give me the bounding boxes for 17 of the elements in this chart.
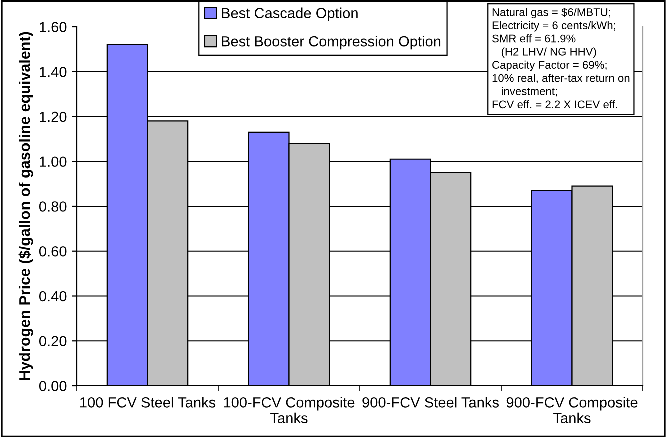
- x-tick-label: 900-FCV Steel Tanks: [362, 397, 499, 408]
- x-tick-label: 100-FCV Composite Tanks: [224, 397, 355, 424]
- y-tick-label: 0.40: [39, 291, 67, 302]
- x-tick-label: 100 FCV Steel Tanks: [80, 397, 216, 408]
- y-tick-label: 1.00: [40, 156, 67, 168]
- y-tick-label: 0.60: [39, 246, 67, 257]
- y-tick-label: 1.20: [40, 112, 67, 122]
- y-tick-label: 1.40: [40, 66, 67, 78]
- legend-label: Best Booster Compression Option: [222, 36, 441, 50]
- x-tick-label: 900-FCV Composite Tanks: [506, 397, 638, 424]
- y-tick-label: 0.00: [39, 381, 67, 392]
- y-axis-title: Hydrogen Price ($/gallon of gasoline equivalent): [18, 32, 34, 380]
- legend-label: Best Cascade Option: [222, 8, 358, 22]
- y-tick-label: 0.20: [39, 336, 67, 347]
- y-tick-label: 0.80: [39, 202, 67, 212]
- annotation: Natural gas = $6/MBTU; Electricity = 6 cents/kWh; SMR eff = 61.9% (H2 LHV/ NG HHV) Capacity Factor = 69%; 10% real, after-tax return on investment; FCV eff. = 2.2 X ICEV eff.: [492, 8, 630, 109]
- y-tick-label: 1.60: [40, 22, 67, 32]
